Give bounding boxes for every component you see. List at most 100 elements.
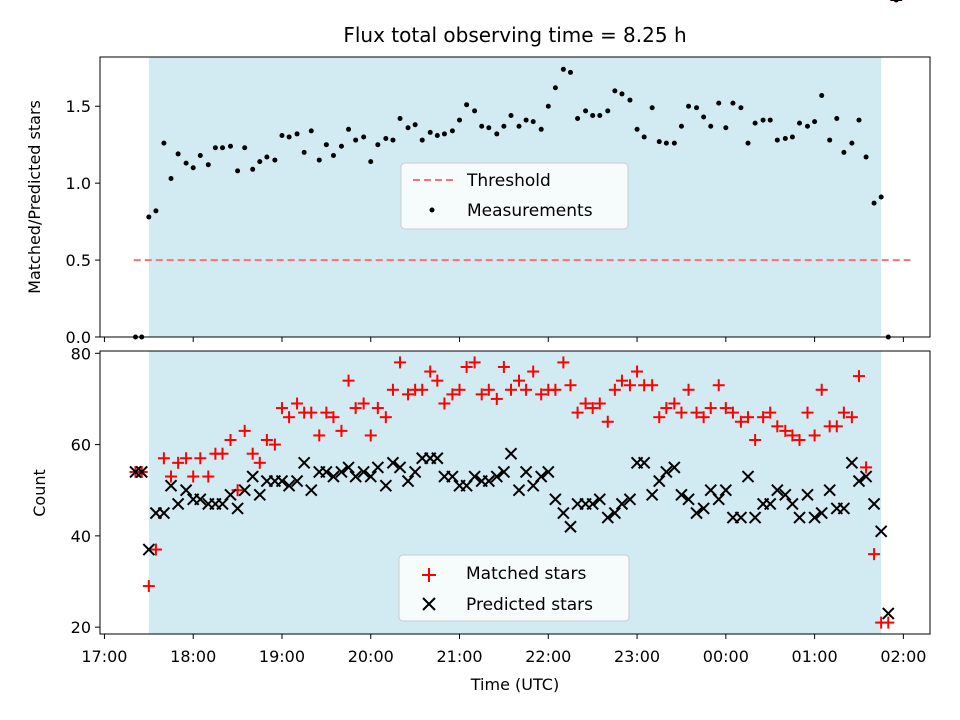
predicted-star-point: [275, 474, 289, 488]
predicted-star-point: [668, 461, 681, 474]
predicted-star-point: [719, 484, 733, 497]
matched-star-point: [342, 374, 355, 387]
predicted-star-point: [497, 465, 511, 479]
measurement-point: [412, 122, 418, 128]
measurement-point: [464, 102, 470, 108]
measurement-point: [316, 157, 322, 163]
matched-star-point: [446, 388, 459, 401]
measurement-point: [368, 159, 374, 165]
measurement-point: [441, 131, 447, 137]
matched-star-point: [764, 406, 777, 419]
measurement-point: [723, 125, 729, 131]
y-tick-label: 0.0: [66, 328, 91, 347]
predicted-star-point: [327, 470, 340, 483]
predicted-star-point: [675, 488, 688, 501]
matched-star-point: [520, 383, 533, 396]
x-tick-label: 02:00: [880, 647, 926, 666]
measurement-point: [183, 160, 189, 166]
matched-star-point: [142, 580, 155, 593]
measurement-point: [738, 105, 744, 111]
x-tick-label: 21:00: [436, 647, 482, 666]
measurement-point: [856, 117, 862, 123]
matched-star-point: [719, 402, 732, 415]
predicted-star-point: [164, 479, 178, 492]
predicted-star-point: [305, 484, 318, 497]
top-y-ticks: 0.0 0.5 1.0 1.5: [66, 97, 100, 347]
measurement-point: [486, 125, 492, 131]
measurement-point: [175, 151, 181, 157]
measurement-point: [686, 103, 692, 109]
matched-star-point: [402, 388, 415, 401]
measurement-point: [434, 132, 440, 138]
measurement-point: [797, 120, 803, 126]
matched-star-point: [468, 356, 481, 369]
matched-star-point: [615, 374, 628, 387]
matched-star-point: [238, 424, 251, 437]
measurement-point: [346, 126, 352, 132]
measurement-point: [375, 142, 381, 148]
predicted-star-point: [601, 511, 614, 524]
predicted-star-point: [393, 461, 407, 474]
measurement-point: [552, 85, 558, 91]
matched-star-point: [749, 434, 762, 447]
matched-star-point: [868, 548, 881, 561]
measurement-point: [508, 112, 514, 118]
matched-star-point: [690, 406, 703, 419]
predicted-star-point: [371, 461, 385, 474]
y-tick-label: 20: [71, 618, 91, 637]
predicted-star-point: [653, 474, 666, 488]
measurement-point: [649, 105, 655, 111]
predicted-star-point: [364, 470, 377, 483]
top-legend: Threshold Measurements: [400, 162, 629, 230]
matched-star-point: [505, 383, 518, 396]
bottom-y-axis-label: Count: [30, 469, 49, 517]
matched-star-point: [579, 397, 592, 410]
matched-star-point: [860, 461, 873, 474]
measurement-point: [212, 145, 218, 151]
predicted-star-point: [608, 506, 622, 520]
legend-measurement-label: Measurements: [467, 201, 593, 221]
matched-star-point: [482, 383, 495, 396]
matched-star-point: [712, 379, 725, 392]
measurement-point: [730, 100, 736, 106]
predicted-star-point: [697, 502, 710, 515]
measurement-point: [427, 129, 433, 135]
predicted-star-point: [519, 465, 533, 479]
chart-title: Flux total observing time = 8.25 h: [343, 23, 686, 47]
predicted-star-point: [238, 484, 251, 497]
measurement-point: [530, 119, 536, 125]
measurement-point: [197, 152, 203, 158]
predicted-star-point: [748, 511, 762, 524]
measurement-point: [479, 123, 485, 129]
predicted-star-point: [764, 497, 777, 511]
y-tick-label: 60: [71, 436, 91, 455]
measurement-point: [457, 117, 463, 123]
x-tick-label: 20:00: [348, 647, 394, 666]
matched-star-point: [379, 411, 392, 424]
predicted-star-point: [194, 493, 207, 506]
measurement-point: [804, 123, 810, 129]
matched-star-point: [424, 365, 437, 378]
matched-star-point: [357, 397, 370, 410]
matched-star-point: [845, 411, 858, 424]
predicted-star-point: [253, 488, 266, 501]
matched-star-point: [668, 397, 681, 410]
predicted-star-point: [490, 470, 504, 483]
matched-star-point: [682, 383, 695, 396]
predicted-star-point: [379, 479, 393, 492]
y-tick-label: 40: [71, 527, 91, 546]
predicted-star-point: [157, 506, 171, 520]
matched-star-point: [726, 406, 739, 419]
measurement-point: [472, 108, 478, 114]
predicted-star-point: [815, 506, 828, 520]
predicted-star-point: [645, 488, 659, 501]
predicted-star-point: [741, 470, 755, 483]
top-y-axis-label: Matched/Predicted stars: [25, 100, 44, 294]
top-x-ticks: [103, 337, 904, 342]
predicted-star-point: [282, 479, 296, 492]
measurement-point: [227, 143, 233, 149]
predicted-star-point: [179, 484, 193, 497]
predicted-star-point: [852, 474, 866, 488]
predicted-star-point: [823, 484, 836, 497]
